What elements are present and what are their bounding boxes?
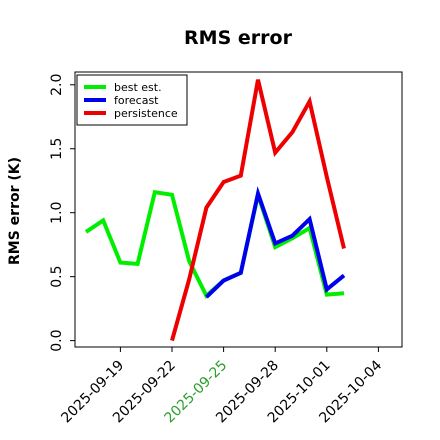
legend-label: forecast — [114, 94, 159, 107]
legend-label: persistence — [114, 107, 178, 120]
y-tick-label: 1.5 — [49, 138, 65, 160]
y-tick-label: 2.0 — [49, 74, 65, 96]
series-line-forecast — [205, 186, 346, 299]
legend-label: best est. — [114, 81, 162, 94]
y-tick-label: 0.5 — [49, 266, 65, 288]
x-axis-ticks: 2025-09-192025-09-222025-09-252025-09-28… — [58, 347, 385, 426]
series-line-best-est — [84, 187, 345, 300]
chart-title: RMS error — [184, 27, 293, 49]
series-lines — [84, 79, 346, 342]
y-tick-label: 1.0 — [49, 202, 65, 224]
y-axis-label: RMS error (K) — [7, 157, 23, 265]
y-tick-label: 0.0 — [49, 329, 65, 351]
y-axis-ticks: 0.0 0.5 1.0 1.5 2.0 — [49, 74, 75, 352]
plot-area-frame — [74, 71, 403, 348]
series-line-persistence — [170, 79, 346, 342]
